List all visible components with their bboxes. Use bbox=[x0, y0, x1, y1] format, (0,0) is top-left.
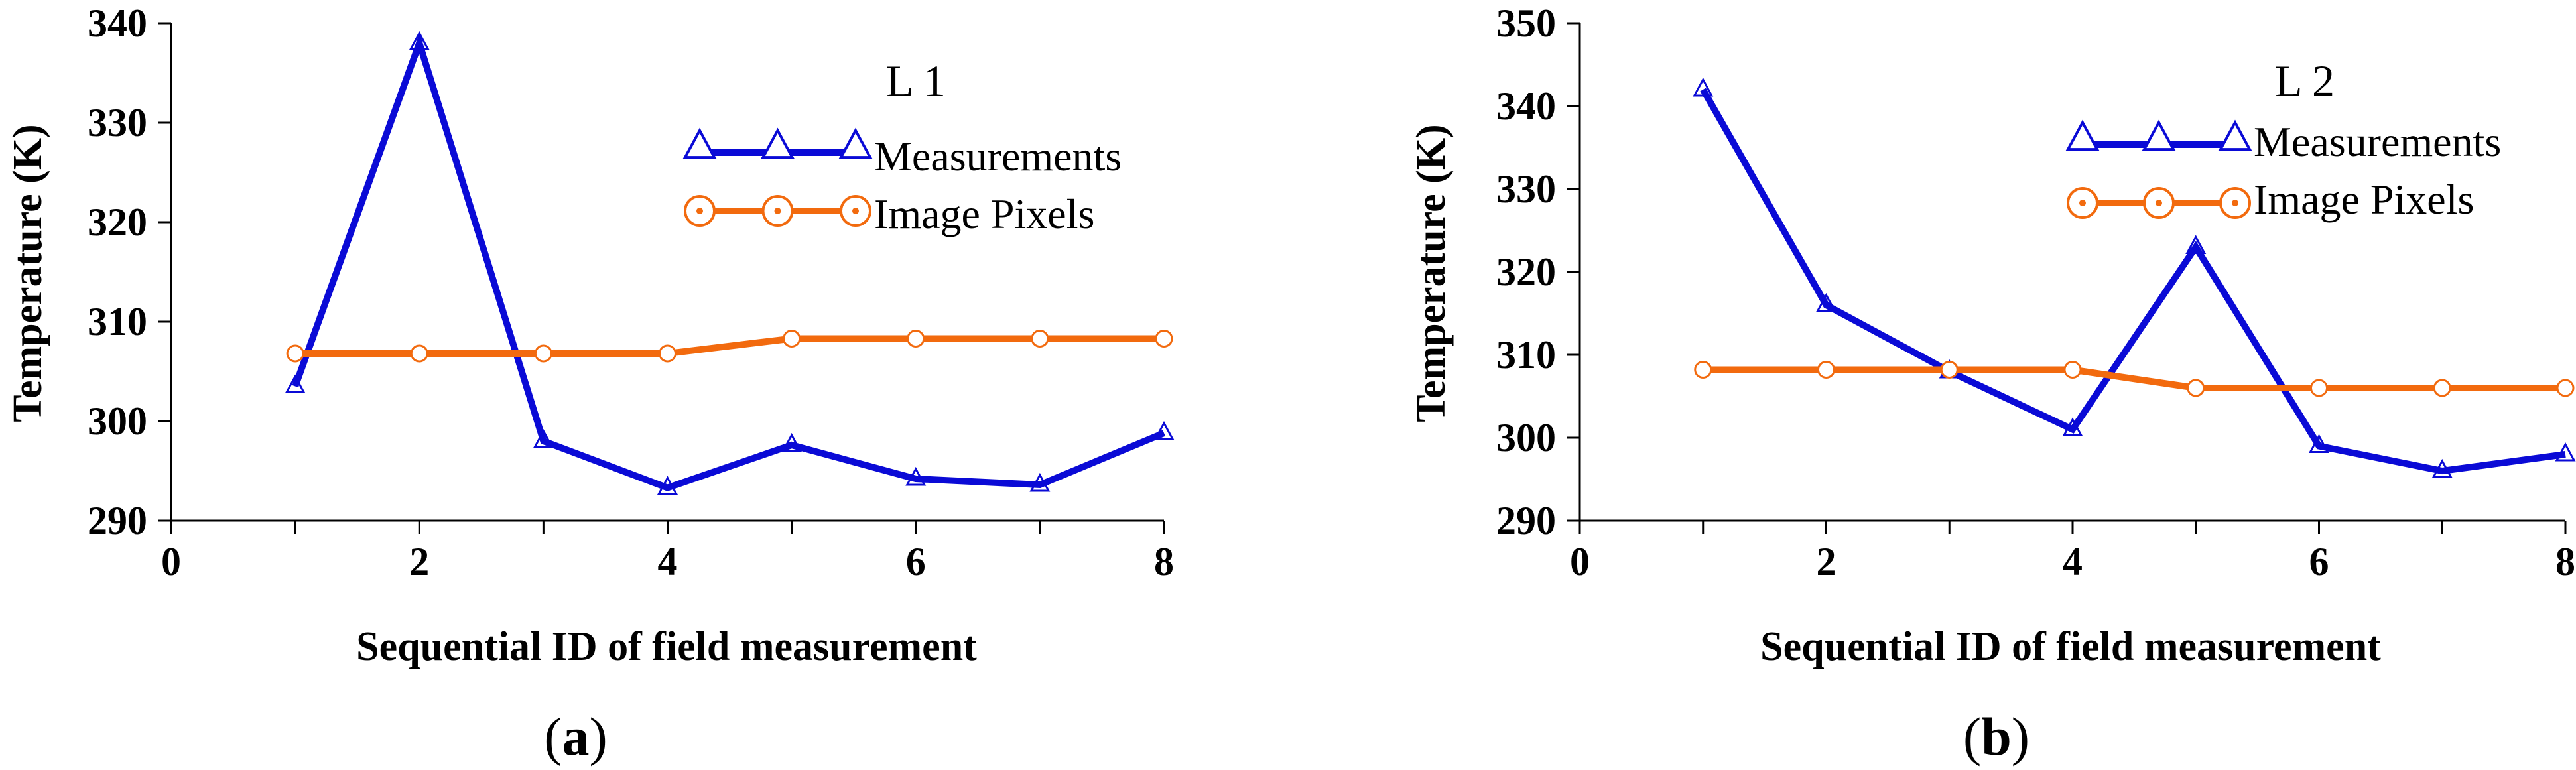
y-axis-title-b: Temperature (K) bbox=[1409, 124, 1454, 422]
data-point-image-pixel bbox=[2433, 379, 2451, 397]
axes-b bbox=[1578, 23, 2565, 522]
legend-marker-triangle bbox=[2142, 119, 2176, 151]
series-line-image-pixels bbox=[1703, 366, 2565, 391]
legend-marker-dot bbox=[2156, 200, 2162, 206]
ticks-b: 290 300 310 320 330 340 350 0 2 4 6 8 bbox=[1496, 1, 2575, 584]
y-tick-label: 330 bbox=[1496, 167, 1556, 211]
x-tick-label: 6 bbox=[2309, 540, 2329, 584]
data-point-image-pixel bbox=[1155, 330, 1173, 348]
y-tick-label: 290 bbox=[88, 499, 147, 543]
x-tick-label: 6 bbox=[906, 540, 926, 584]
legend-b: Measurements Image Pixels bbox=[2065, 118, 2501, 223]
x-tick-label: 4 bbox=[2063, 540, 2083, 584]
legend-marker-dot bbox=[2079, 200, 2086, 206]
data-point-image-pixel bbox=[2063, 361, 2082, 379]
data-point-image-pixel bbox=[2310, 379, 2328, 397]
markers-a bbox=[285, 31, 1175, 495]
data-point-measurement bbox=[285, 374, 306, 393]
data-point-measurement bbox=[1693, 77, 1714, 97]
data-point-image-pixel bbox=[286, 344, 304, 363]
panel-label-b: (b) bbox=[1963, 706, 2029, 767]
y-tick-label: 320 bbox=[1496, 250, 1556, 294]
chart-panel-b: 290 300 310 320 330 340 350 0 2 4 6 8 L 2 Measureme… bbox=[1409, 1, 2576, 767]
legend-label-image-pixels-a: Image Pixels bbox=[874, 190, 1094, 237]
panel-label-a: (a) bbox=[544, 706, 608, 767]
series-lines-a bbox=[292, 32, 1165, 491]
x-axis-title-a: Sequential ID of field measurement bbox=[356, 624, 977, 669]
x-tick-label: 2 bbox=[409, 540, 429, 584]
y-tick-label: 340 bbox=[1496, 84, 1556, 128]
ticks-a: 290 300 310 320 330 340 0 2 4 6 8 bbox=[88, 1, 1174, 584]
markers-b bbox=[1693, 77, 2576, 478]
data-point-measurement bbox=[2555, 442, 2576, 462]
data-point-measurement bbox=[2062, 417, 2083, 436]
data-point-measurement bbox=[781, 432, 803, 452]
chart-panel-a: 290 300 310 320 330 340 0 2 4 6 8 L 1 Measurements… bbox=[5, 1, 1175, 767]
data-point-image-pixel bbox=[534, 344, 552, 363]
axes-a bbox=[170, 23, 1164, 522]
y-axis-title-a: Temperature (K) bbox=[5, 124, 50, 422]
legend-item-image-pixels-b bbox=[2067, 187, 2251, 219]
legend-marker-dot bbox=[774, 208, 781, 214]
data-point-measurement bbox=[657, 476, 678, 495]
chart-title-b: L 2 bbox=[2275, 56, 2335, 106]
legend-item-measurements-a bbox=[682, 127, 873, 159]
y-tick-label: 290 bbox=[1496, 499, 1556, 543]
series-lines-b bbox=[1700, 88, 2566, 475]
legend-item-image-pixels-a bbox=[684, 195, 871, 227]
data-point-image-pixel bbox=[2187, 379, 2205, 397]
y-tick-label: 340 bbox=[88, 1, 147, 45]
x-tick-label: 0 bbox=[1570, 540, 1590, 584]
data-point-measurement bbox=[2431, 458, 2453, 478]
legend-item-measurements-b bbox=[2065, 119, 2252, 151]
x-axis-title-b: Sequential ID of field measurement bbox=[1760, 624, 2381, 669]
data-point-image-pixel bbox=[659, 344, 676, 363]
data-point-measurement bbox=[1029, 472, 1051, 492]
legend-label-image-pixels-b: Image Pixels bbox=[2254, 176, 2474, 223]
data-point-image-pixel bbox=[907, 330, 925, 348]
series-line-measurements bbox=[292, 32, 1165, 491]
legend-marker-triangle bbox=[2218, 119, 2252, 151]
legend-marker-triangle bbox=[761, 127, 795, 159]
legend-marker-triangle bbox=[682, 127, 717, 159]
data-point-measurement bbox=[409, 31, 430, 50]
y-tick-label: 350 bbox=[1496, 1, 1556, 45]
data-point-image-pixel bbox=[1694, 361, 1712, 379]
legend-marker-triangle bbox=[838, 127, 873, 159]
data-point-measurement bbox=[2185, 235, 2207, 254]
legend-label-measurements-b: Measurements bbox=[2254, 118, 2501, 165]
legend-a: Measurements Image Pixels bbox=[682, 127, 1122, 237]
y-tick-label: 300 bbox=[1496, 416, 1556, 460]
y-tick-label: 320 bbox=[88, 200, 147, 244]
x-tick-label: 2 bbox=[1817, 540, 1836, 584]
legend-label-measurements-a: Measurements bbox=[874, 133, 1122, 180]
chart-title-a: L 1 bbox=[886, 56, 946, 106]
legend-marker-dot bbox=[696, 208, 703, 214]
data-point-image-pixel bbox=[1817, 361, 1835, 379]
y-tick-label: 330 bbox=[88, 101, 147, 145]
x-tick-label: 0 bbox=[161, 540, 181, 584]
series-line-measurements bbox=[1700, 88, 2566, 475]
data-point-measurement bbox=[533, 428, 554, 448]
x-tick-label: 8 bbox=[1154, 540, 1174, 584]
legend-marker-dot bbox=[852, 208, 859, 214]
y-tick-label: 310 bbox=[88, 300, 147, 344]
data-point-measurement bbox=[1153, 420, 1175, 440]
data-point-image-pixel bbox=[783, 330, 801, 348]
series-line-image-pixels bbox=[295, 335, 1164, 357]
y-tick-label: 300 bbox=[88, 399, 147, 443]
legend-marker-dot bbox=[2232, 200, 2238, 206]
data-point-image-pixel bbox=[1031, 330, 1049, 348]
data-point-measurement bbox=[905, 466, 927, 486]
data-point-measurement bbox=[1815, 292, 1837, 312]
x-tick-label: 8 bbox=[2555, 540, 2575, 584]
x-tick-label: 4 bbox=[658, 540, 678, 584]
y-tick-label: 310 bbox=[1496, 333, 1556, 377]
data-point-measurement bbox=[2308, 434, 2330, 453]
legend-marker-triangle bbox=[2065, 119, 2100, 151]
data-point-image-pixel bbox=[2556, 379, 2575, 397]
data-point-image-pixel bbox=[1940, 361, 1959, 379]
data-point-image-pixel bbox=[410, 344, 428, 363]
